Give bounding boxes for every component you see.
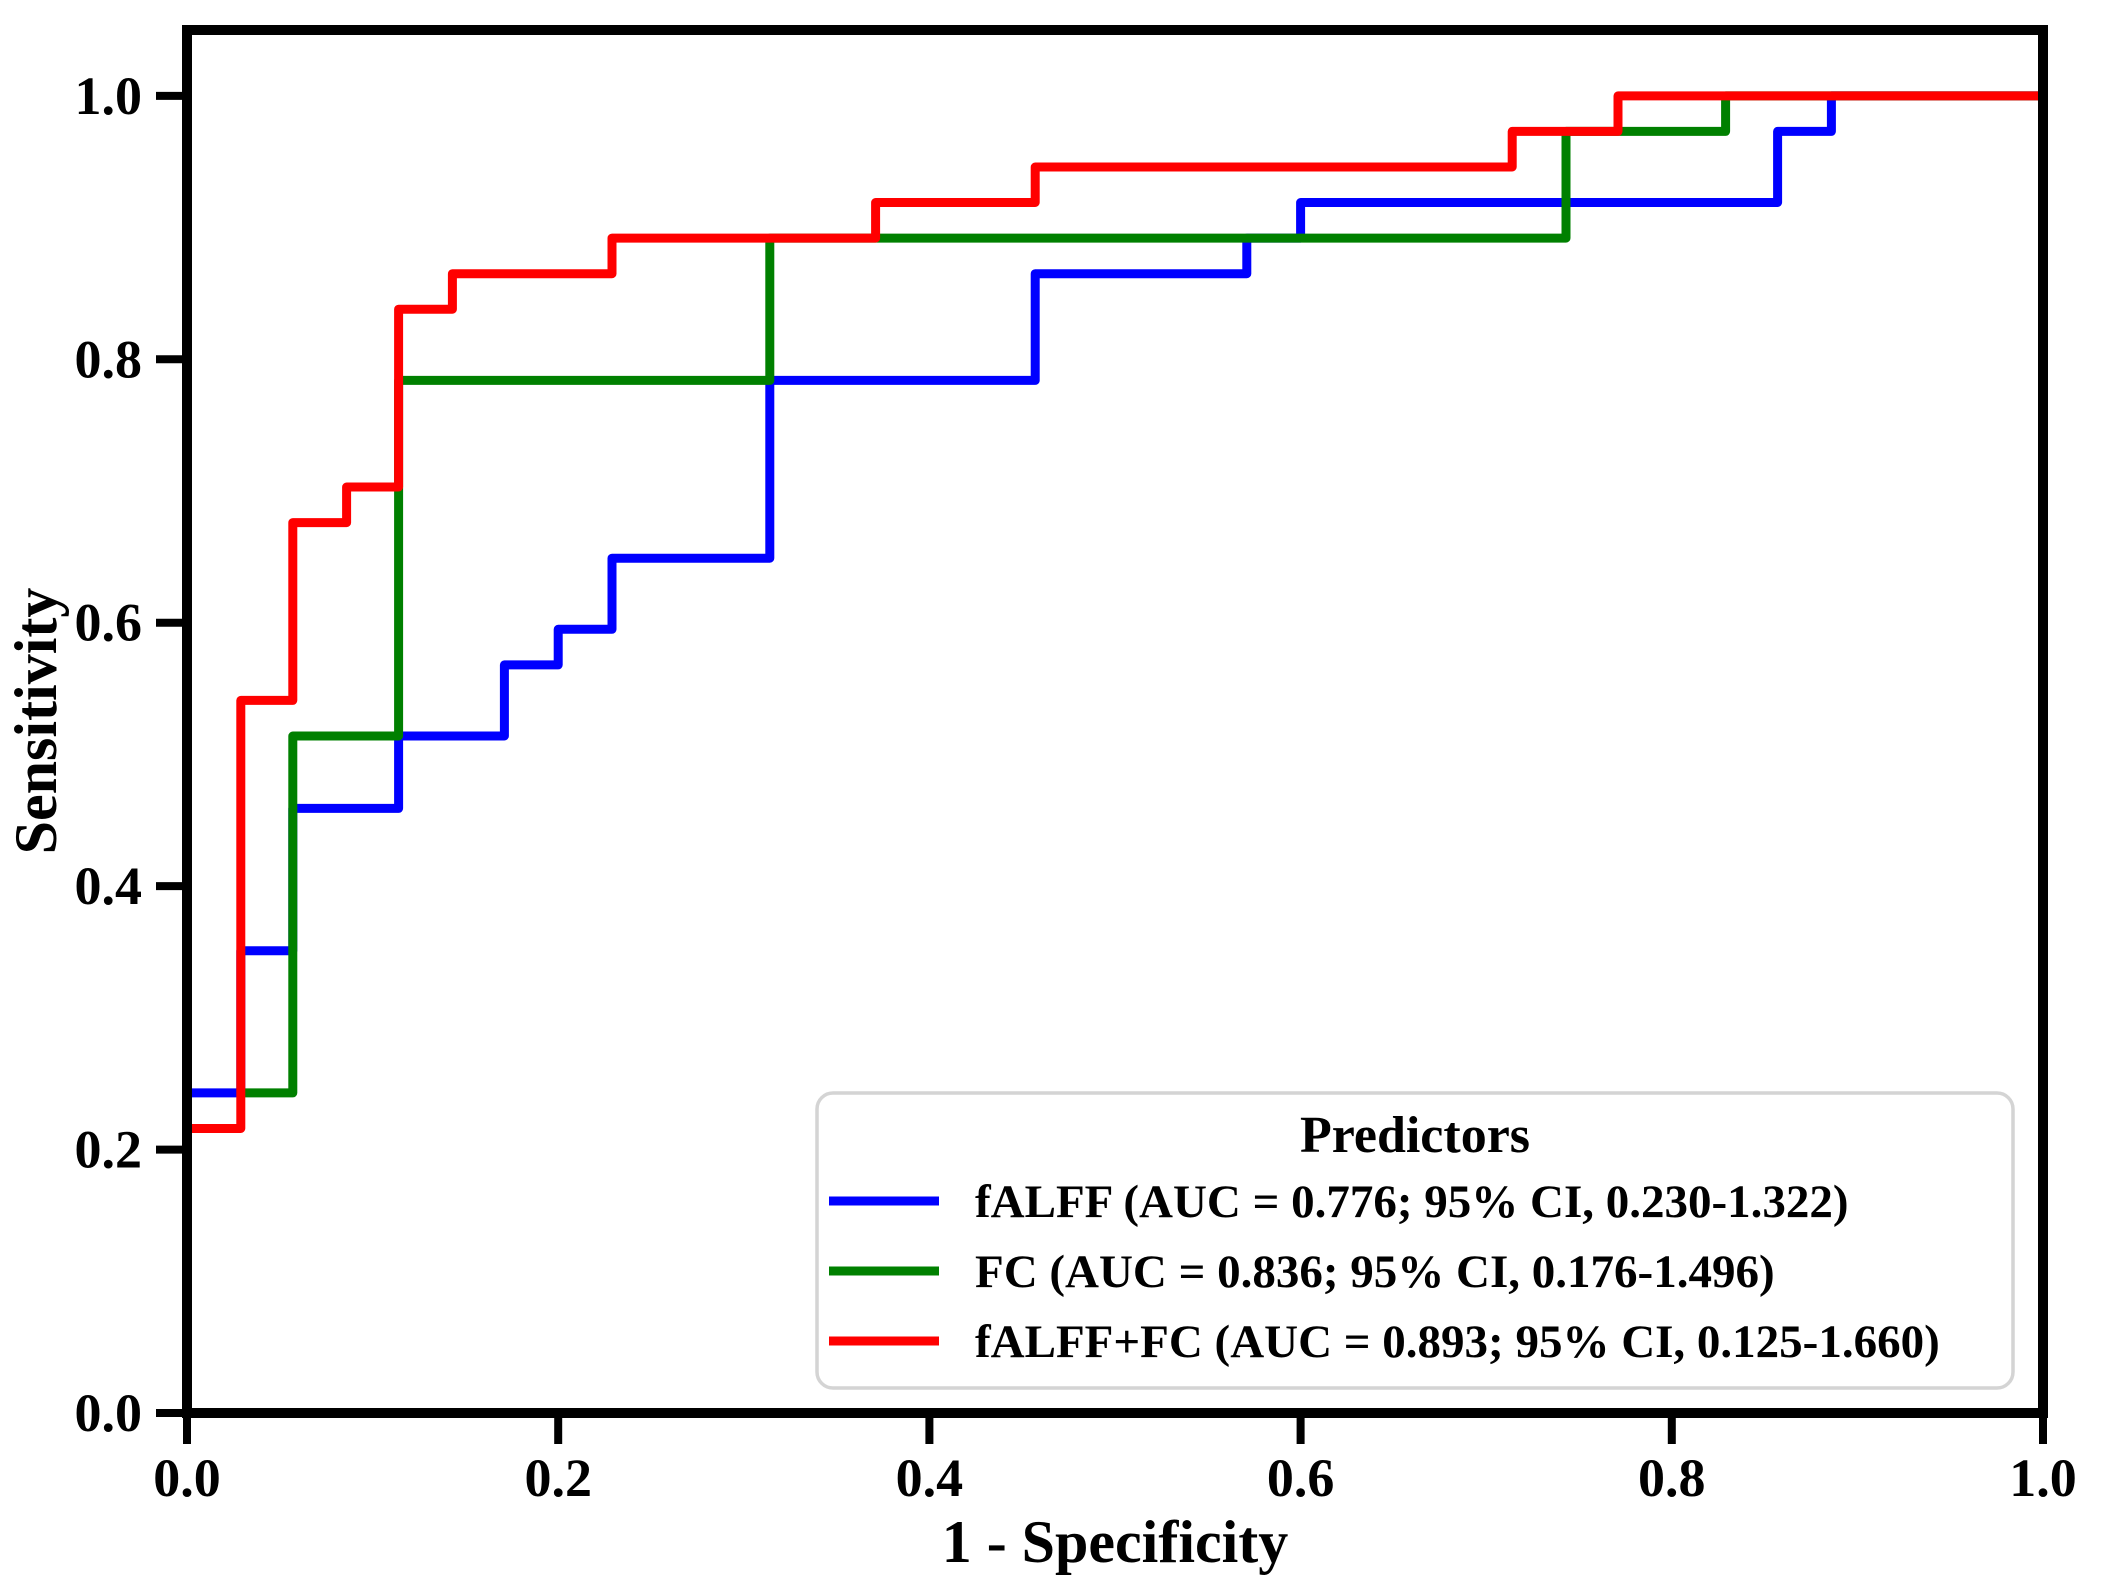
y-axis-label: Sensitivity bbox=[3, 588, 69, 855]
axes: 0.0 0.2 0.4 0.6 0.8 1.0 0.0 0.2 0.4 0.6 0.8 1.0 bbox=[75, 25, 2077, 1508]
roc-curve-fALFF+FC bbox=[187, 91, 2043, 1133]
y-tick-label: 0.8 bbox=[75, 329, 143, 389]
legend-item-fALFF+FC: fALFF+FC (AUC = 0.893; 95% CI, 0.125-1.6… bbox=[975, 1316, 1940, 1368]
legend-item-FC: FC (AUC = 0.836; 95% CI, 0.176-1.496) bbox=[975, 1246, 1775, 1298]
roc-curve-fALFF bbox=[187, 91, 2043, 1098]
x-tick-label: 0.0 bbox=[153, 1448, 221, 1508]
x-tick-label: 1.0 bbox=[2009, 1448, 2077, 1508]
y-tick-label: 1.0 bbox=[75, 66, 143, 126]
y-tick-label: 0.0 bbox=[75, 1383, 143, 1443]
y-tick-label: 0.4 bbox=[75, 856, 143, 916]
x-axis-label: 1 - Specificity bbox=[942, 1509, 1289, 1575]
legend-item-fALFF: fALFF (AUC = 0.776; 95% CI, 0.230-1.322) bbox=[975, 1176, 1849, 1228]
legend: Predictors fALFF (AUC = 0.776; 95% CI, 0.… bbox=[815, 1091, 2015, 1390]
legend-title: Predictors bbox=[1300, 1107, 1530, 1164]
legend-box bbox=[815, 1091, 2015, 1390]
roc-curves bbox=[187, 91, 2043, 1133]
x-tick-label: 0.6 bbox=[1267, 1448, 1335, 1508]
x-tick-label: 0.2 bbox=[524, 1448, 592, 1508]
roc-curve-FC bbox=[240, 91, 2043, 1098]
x-tick-label: 0.4 bbox=[896, 1448, 964, 1508]
plot-box-spines bbox=[182, 25, 2048, 1418]
y-tick-label: 0.6 bbox=[75, 593, 143, 653]
y-tick-label: 0.2 bbox=[75, 1120, 143, 1180]
x-tick-label: 0.8 bbox=[1638, 1448, 1706, 1508]
